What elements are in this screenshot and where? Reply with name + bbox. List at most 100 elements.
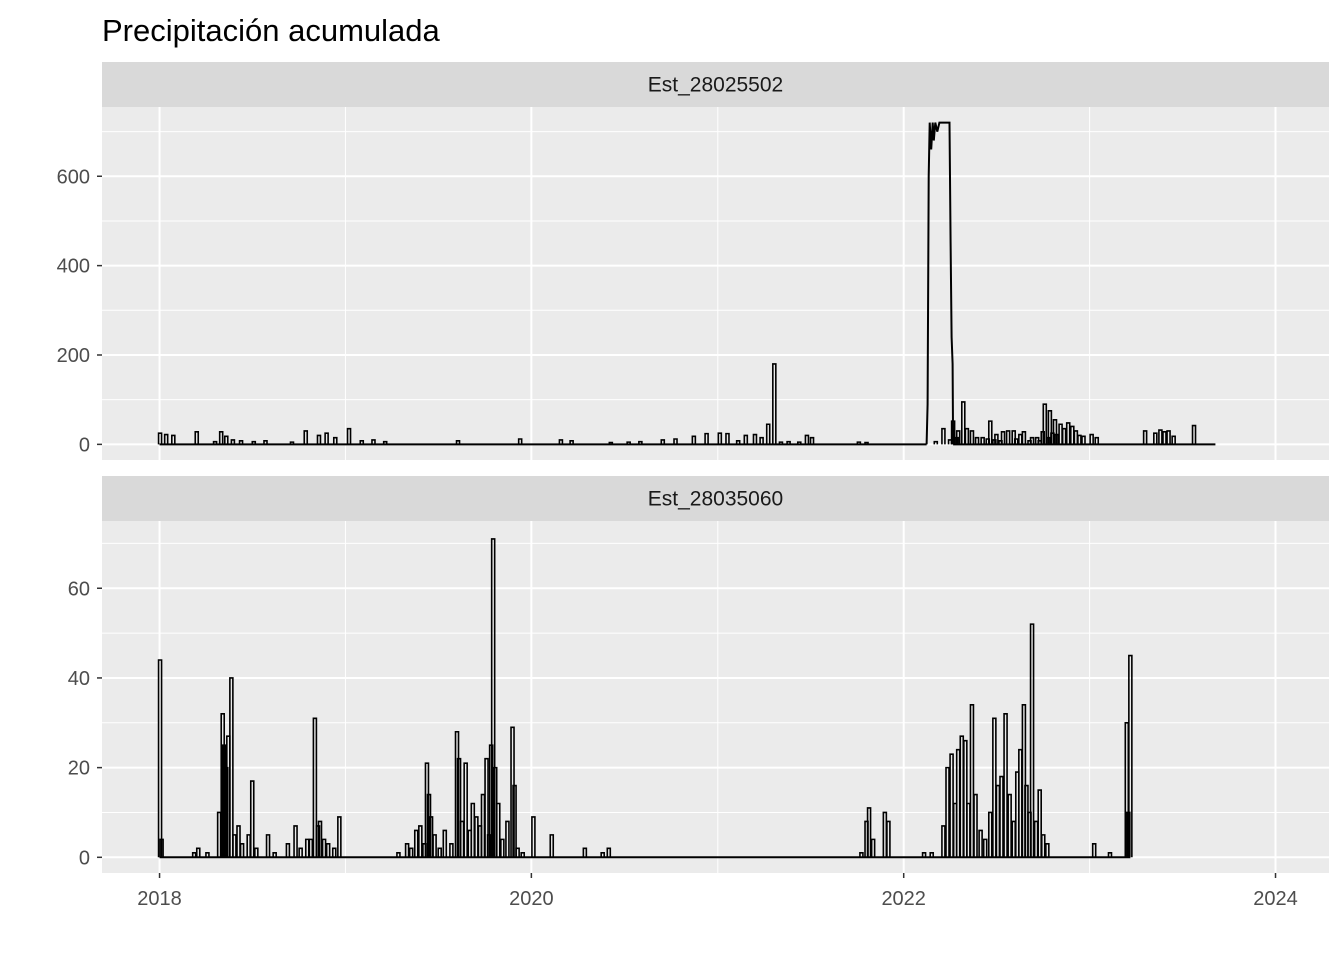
series-spike (608, 441, 614, 445)
series-spike (1045, 843, 1050, 858)
series-spike (725, 432, 730, 445)
series-spike (531, 816, 536, 858)
y-tick-label: 400 (57, 256, 90, 278)
series-spike (638, 440, 643, 445)
series-spike (994, 433, 999, 445)
series-spike (413, 829, 419, 858)
series-spike (272, 852, 277, 858)
series-spike (316, 434, 322, 445)
series-spike (1077, 434, 1082, 445)
series-spike (1021, 704, 1027, 858)
series-spike (1040, 431, 1046, 445)
series-spike (809, 436, 815, 445)
series-spike (1046, 436, 1051, 445)
series-spike (263, 439, 268, 445)
series-spike (859, 852, 864, 858)
series-spike (1107, 852, 1113, 858)
series-spike (980, 436, 985, 445)
series-spike (157, 659, 163, 858)
y-tick-label: 600 (57, 166, 90, 188)
series-spike (293, 825, 298, 858)
x-tick-label: 2020 (509, 888, 554, 910)
series-spike (1000, 431, 1006, 445)
series-spike (346, 427, 352, 445)
series-spike (978, 829, 983, 858)
series-spike (1037, 789, 1042, 858)
series-spike (866, 807, 872, 858)
series-spike (960, 401, 966, 445)
series-group (157, 121, 1216, 446)
series-spike (1166, 430, 1171, 445)
series-spike (999, 775, 1004, 858)
series-spike (796, 441, 802, 445)
series-spike (786, 440, 791, 445)
series-spike (1029, 623, 1035, 858)
series-spike (230, 439, 236, 445)
series-spike (251, 440, 257, 445)
series-spike (249, 780, 255, 858)
series-spike (1005, 430, 1011, 445)
series-spike (484, 757, 489, 858)
series-plateau (925, 121, 955, 445)
series-spike (442, 829, 448, 858)
series-spike (765, 423, 771, 445)
y-tick-label: 0 (79, 434, 90, 456)
series-spike (1191, 424, 1197, 445)
series-spike (804, 434, 810, 445)
series-spike (582, 847, 588, 858)
series-spike (515, 847, 520, 858)
series-spike (982, 838, 988, 858)
facet-panel: Est_28035060 0 20 40 60 2018 2020 2022 2024 (68, 476, 1329, 910)
series-spike (1040, 834, 1046, 858)
series-spike (752, 433, 758, 445)
series-spike (303, 430, 309, 445)
series-spike (265, 834, 271, 858)
series-spike (331, 847, 337, 858)
series-spike (1128, 654, 1133, 858)
series-spike (1011, 430, 1017, 445)
series-spike (382, 440, 388, 445)
series-spike (921, 852, 927, 858)
series-spike (1081, 435, 1086, 445)
series-spike (987, 811, 993, 858)
series-group (157, 538, 1133, 859)
series-spike (426, 793, 432, 858)
series-spike (1052, 418, 1058, 445)
series-spike (449, 843, 454, 858)
series-spike (312, 717, 318, 858)
series-spike (238, 439, 244, 445)
series-spike (505, 820, 510, 858)
series-spike (864, 441, 869, 445)
series-spike (1065, 422, 1071, 445)
series-spike (454, 730, 460, 858)
series-spike (510, 726, 515, 858)
x-tick-label: 2022 (881, 888, 926, 910)
series-spike (332, 436, 338, 445)
series-spike (606, 847, 612, 858)
series-spike (191, 852, 197, 858)
series-spike (163, 433, 169, 445)
series-spike (945, 766, 950, 858)
x-tick-label: 2024 (1253, 888, 1298, 910)
y-tick-label: 40 (68, 668, 90, 690)
series-spike (218, 431, 224, 445)
series-spike (955, 430, 961, 445)
series-spike (1153, 432, 1158, 445)
series-spike (973, 793, 978, 858)
series-spike (1091, 843, 1097, 858)
series-spike (424, 762, 430, 858)
series-spike (321, 838, 327, 858)
series-spike (520, 852, 526, 858)
series-spike (212, 440, 218, 445)
series-spike (660, 439, 666, 445)
plot-panel (102, 107, 1329, 460)
y-tick-label: 60 (68, 578, 90, 600)
series-spike (359, 439, 365, 445)
series-spike (418, 825, 423, 858)
series-spike (456, 757, 462, 858)
series-spike (1054, 433, 1059, 445)
series-spike (236, 825, 241, 858)
series-spike (232, 834, 237, 858)
series-spike (437, 847, 442, 858)
